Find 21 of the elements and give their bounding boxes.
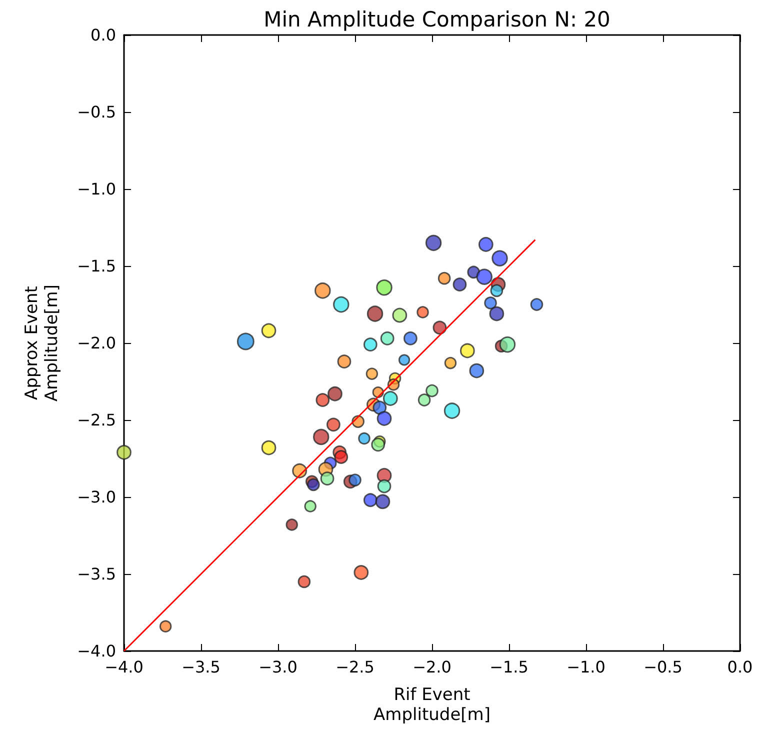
y-tick-label: −0.5 [77, 102, 116, 122]
x-tick-label: 0.0 [727, 658, 753, 676]
y-tick-label: −2.0 [77, 334, 116, 352]
y-tick-label: −2.5 [77, 410, 116, 430]
y-tick-label: −4.0 [77, 642, 116, 660]
y-tick-label: −1.0 [77, 180, 116, 198]
x-tick-label: −3.0 [258, 658, 298, 676]
x-tick-label: −0.5 [644, 658, 682, 676]
x-tick-label: −1.5 [490, 658, 528, 676]
y-tick-label: −1.5 [77, 256, 116, 276]
y-tick-label: 0.0 [90, 26, 116, 44]
y-tick-label: −3.5 [77, 564, 116, 584]
chart-title: Min Amplitude Comparison N: 20 [264, 8, 610, 32]
x-tick-label: −3.5 [182, 658, 220, 676]
x-axis-title: Rif Event Amplitude[m] [374, 685, 490, 725]
y-tick-label: −3.0 [77, 488, 116, 506]
y-axis-title: Approx Event Amplitude[m] [22, 284, 62, 402]
x-tick-label: −2.5 [336, 658, 374, 676]
x-tick-label: −2.0 [412, 658, 452, 676]
x-tick-label: −4.0 [104, 658, 144, 676]
x-tick-label: −1.0 [566, 658, 606, 676]
